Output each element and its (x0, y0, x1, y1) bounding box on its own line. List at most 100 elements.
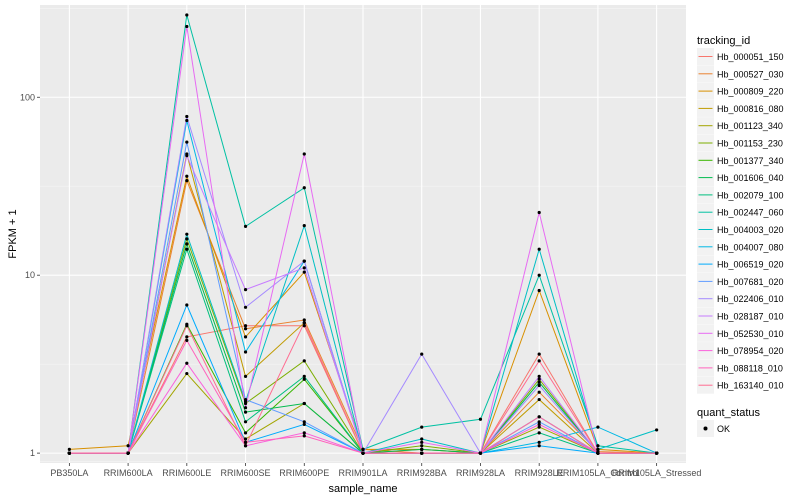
data-point (420, 444, 424, 448)
legend-item-label: Hb_052530_010 (717, 329, 784, 339)
data-point (185, 242, 189, 246)
legend-item-label: Hb_000809_220 (717, 87, 784, 97)
y-tick-label: 10 (25, 270, 35, 280)
data-point (126, 444, 130, 448)
legend-item-label: Hb_022406_010 (717, 294, 784, 304)
data-point (420, 447, 424, 451)
data-point (596, 447, 600, 451)
data-point (67, 447, 71, 451)
data-point (537, 431, 541, 435)
data-point (420, 451, 424, 455)
data-point (420, 425, 424, 429)
data-point (596, 444, 600, 448)
legend-item-label: Hb_078954_020 (717, 346, 784, 356)
x-tick-label: RRIM600LE (162, 468, 211, 478)
data-point (537, 273, 541, 277)
x-tick-label: RRIM105LA_Control (556, 468, 639, 478)
data-point (537, 288, 541, 293)
legend-title: tracking_id (697, 35, 750, 47)
legend: tracking_id Hb_000051_150Hb_000527_030Hb… (697, 35, 784, 437)
legend-item-label: Hb_002079_100 (717, 190, 784, 200)
x-tick-label: RRIM928LE (515, 468, 564, 478)
data-point (302, 359, 306, 363)
data-point (185, 114, 189, 119)
data-point (185, 335, 189, 339)
data-point (243, 397, 248, 402)
data-point (243, 444, 248, 448)
data-point (302, 318, 306, 322)
data-point (243, 287, 248, 292)
data-point (537, 383, 541, 388)
data-point (596, 425, 600, 429)
legend-item-label: Hb_002447_060 (717, 208, 784, 218)
legend-items: Hb_000051_150 Hb_000527_030 Hb_000809_220 H… (697, 48, 784, 394)
data-point (537, 397, 541, 402)
data-point (302, 270, 306, 274)
data-point (243, 374, 248, 378)
data-point (185, 361, 189, 365)
data-point (243, 224, 248, 229)
y-axis-ticks: 1 10 100 (20, 92, 40, 458)
data-point (302, 377, 306, 381)
data-point (537, 380, 541, 384)
data-point (420, 440, 424, 444)
data-point (243, 350, 248, 354)
data-point (420, 352, 424, 356)
legend-item-label: Hb_088118_010 (717, 363, 783, 373)
data-point (537, 374, 541, 378)
data-point (596, 451, 600, 455)
legend-item-label: Hb_000051_150 (717, 52, 784, 62)
data-point (655, 428, 659, 432)
legend-item-label: Hb_000816_080 (717, 104, 784, 114)
data-point (302, 223, 306, 228)
data-point (302, 152, 306, 156)
data-point (302, 324, 306, 328)
data-point (302, 186, 306, 190)
data-point (537, 440, 541, 444)
x-tick-label: RRIM600LA (104, 468, 153, 478)
x-axis-title: sample_name (328, 483, 397, 495)
x-tick-label: RRIM105LA_Stressed (612, 468, 702, 478)
data-point (537, 377, 541, 381)
data-point (243, 410, 248, 414)
legend-item-label: Hb_001606_040 (717, 173, 784, 183)
data-point (185, 324, 189, 328)
data-point (243, 327, 248, 331)
x-tick-label: PB350LA (50, 468, 88, 478)
data-point (302, 401, 306, 406)
legend-item-label: Hb_001377_340 (717, 156, 784, 166)
data-point (537, 422, 541, 427)
data-point (243, 406, 248, 410)
data-point (537, 420, 541, 424)
data-point (185, 118, 189, 123)
data-point (420, 437, 424, 441)
data-point (243, 420, 248, 424)
x-tick-label: RRIM600SE (221, 468, 271, 478)
data-point (537, 210, 541, 215)
legend-item-label: Hb_001153_230 (717, 139, 783, 149)
data-point (302, 434, 306, 438)
data-point (185, 174, 189, 178)
data-point (302, 321, 306, 325)
x-tick-label: RRIM928LA (456, 468, 505, 478)
legend-item-label: Hb_163140_010 (717, 381, 784, 391)
data-point (537, 415, 541, 419)
data-point (185, 140, 189, 144)
shape-legend-dot (703, 426, 708, 431)
legend-item-label: Hb_001123_340 (717, 121, 783, 131)
data-point (302, 420, 306, 424)
shape-legend-label: OK (717, 424, 730, 434)
x-tick-label: RRIM928BA (397, 468, 447, 478)
legend-item-label: Hb_000527_030 (717, 69, 784, 79)
data-point (302, 422, 306, 427)
data-point (243, 324, 248, 328)
y-axis-title: FPKM + 1 (7, 209, 19, 258)
x-tick-label: RRIM600PE (279, 468, 329, 478)
data-point (302, 266, 306, 270)
data-point (655, 451, 659, 455)
x-axis-ticks: PB350LA RRIM600LA RRIM600LE RRIM600SE RRIM60… (50, 463, 701, 478)
y-tick-label: 100 (20, 92, 35, 102)
data-point (126, 451, 130, 455)
data-point (302, 374, 306, 378)
